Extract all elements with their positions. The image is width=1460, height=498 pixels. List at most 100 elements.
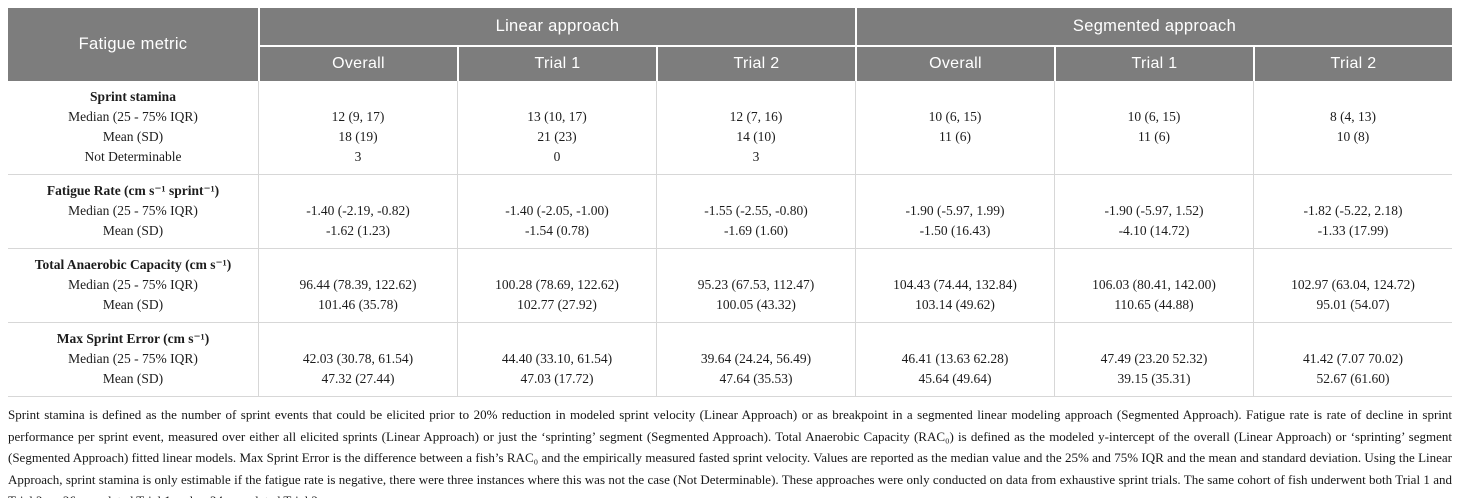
cell-value: -1.54 (0.78) [524,223,590,238]
cell-value: -1.33 (17.99) [1317,223,1389,238]
cell-value: 44.40 (33.10, 61.54) [501,351,613,366]
cell-value: 39.64 (24.24, 56.49) [700,351,812,366]
data-cell-linear-trial1: 44.40 (33.10, 61.54) 47.03 (17.72) [457,323,656,397]
cell-value: 95.01 (54.07) [1316,297,1390,312]
spacer [462,87,652,107]
data-cell-segmented-trial2: 41.42 (7.07 70.02) 52.67 (61.60) [1253,323,1452,397]
spacer [860,255,1050,275]
metric-row-label: Mean (SD) [102,371,164,386]
cell-value: 95.23 (67.53, 112.47) [697,277,815,292]
cell-value: -1.62 (1.23) [325,223,391,238]
cell-value: 11 (6) [938,129,972,144]
cell-value: 10 (6, 15) [1127,109,1181,124]
header-group-segmented: Segmented approach [855,8,1452,45]
data-cell-linear-overall: 42.03 (30.78, 61.54) 47.32 (27.44) [258,323,457,397]
cell-value: -1.55 (-2.55, -0.80) [704,203,808,218]
cell-value: 3 [752,149,760,164]
cell-value: 12 (9, 17) [331,109,385,124]
spacer [263,87,453,107]
spacer [661,329,851,349]
cell-value: 102.77 (27.92) [517,297,597,312]
cell-value: 47.49 (23.20 52.32) [1100,351,1208,366]
cell-value: 103.14 (49.62) [915,297,995,312]
subheader-segmented-trial2: Trial 2 [1253,45,1452,81]
data-cell-segmented-overall: 46.41 (13.63 62.28) 45.64 (49.64) [855,323,1054,397]
metric-label-cell: Max Sprint Error (cm s⁻¹) Median (25 - 7… [8,323,258,397]
cell-value: 10 (6, 15) [928,109,982,124]
cell-value: 10 (8) [1336,129,1370,144]
metric-row-label: Not Determinable [84,149,182,164]
data-cell-linear-trial1: -1.40 (-2.05, -1.00) -1.54 (0.78) [457,175,656,249]
header-group-linear: Linear approach [258,8,855,45]
cell-value: -1.40 (-2.05, -1.00) [505,203,609,218]
spacer [661,181,851,201]
data-cell-segmented-overall: 104.43 (74.44, 132.84) 103.14 (49.62) [855,249,1054,323]
cell-value: 100.28 (78.69, 122.62) [495,277,619,292]
cell-value: 100.05 (43.32) [716,297,796,312]
subheader-segmented-trial1: Trial 1 [1054,45,1253,81]
metric-row-label: Median (25 - 75% IQR) [68,109,198,124]
cell-value: 47.32 (27.44) [321,371,395,386]
spacer [860,181,1050,201]
metric-row-label: Mean (SD) [102,297,164,312]
metric-name: Total Anaerobic Capacity (cm s⁻¹) [34,257,232,272]
cell-value [860,147,1050,167]
spacer [263,255,453,275]
metric-label-cell: Sprint stamina Median (25 - 75% IQR) Mea… [8,81,258,175]
data-cell-linear-trial1: 100.28 (78.69, 122.62) 102.77 (27.92) [457,249,656,323]
cell-value: 13 (10, 17) [527,109,587,124]
table-footnote: Sprint stamina is defined as the number … [8,407,1452,498]
cell-value: 42.03 (30.78, 61.54) [302,351,414,366]
data-cell-linear-overall: 96.44 (78.39, 122.62) 101.46 (35.78) [258,249,457,323]
spacer [1258,255,1448,275]
spacer [1258,329,1448,349]
data-cell-segmented-trial2: -1.82 (-5.22, 2.18) -1.33 (17.99) [1253,175,1452,249]
cell-value: 8 (4, 13) [1329,109,1377,124]
cell-value: 45.64 (49.64) [918,371,992,386]
spacer [263,329,453,349]
cell-value: 106.03 (80.41, 142.00) [1092,277,1216,292]
metric-label-cell: Total Anaerobic Capacity (cm s⁻¹) Median… [8,249,258,323]
cell-value: 110.65 (44.88) [1114,297,1194,312]
data-cell-linear-trial2: -1.55 (-2.55, -0.80) -1.69 (1.60) [656,175,855,249]
metric-row-label: Median (25 - 75% IQR) [68,203,198,218]
spacer [1258,181,1448,201]
cell-value: -1.82 (-5.22, 2.18) [1303,203,1403,218]
metric-label-cell: Fatigue Rate (cm s⁻¹ sprint⁻¹) Median (2… [8,175,258,249]
data-cell-linear-trial2: 12 (7, 16) 14 (10) 3 [656,81,855,175]
cell-value: 0 [553,149,561,164]
cell-value: -1.90 (-5.97, 1.52) [1104,203,1204,218]
data-cell-segmented-trial2: 8 (4, 13) 10 (8) [1253,81,1452,175]
cell-value: 52.67 (61.60) [1316,371,1390,386]
subheader-linear-trial2: Trial 2 [656,45,855,81]
spacer [661,87,851,107]
spacer [860,87,1050,107]
fatigue-metrics-table: Fatigue metric Linear approach Segmented… [8,8,1452,397]
cell-value: 11 (6) [1137,129,1171,144]
cell-value: 21 (23) [537,129,577,144]
cell-value: 41.42 (7.07 70.02) [1302,351,1404,366]
cell-value: -1.40 (-2.19, -0.82) [306,203,410,218]
spacer [462,255,652,275]
data-cell-segmented-overall: -1.90 (-5.97, 1.99) -1.50 (16.43) [855,175,1054,249]
metric-row-label: Median (25 - 75% IQR) [68,277,198,292]
spacer [860,329,1050,349]
cell-value [1258,147,1448,167]
cell-value: -1.50 (16.43) [919,223,991,238]
data-cell-segmented-trial1: 106.03 (80.41, 142.00) 110.65 (44.88) [1054,249,1253,323]
cell-value: 39.15 (35.31) [1117,371,1191,386]
header-fatigue-metric: Fatigue metric [8,8,258,81]
data-cell-linear-trial2: 95.23 (67.53, 112.47) 100.05 (43.32) [656,249,855,323]
cell-value: 3 [354,149,362,164]
spacer [1059,329,1249,349]
cell-value: 18 (19) [338,129,378,144]
metric-name: Sprint stamina [90,89,176,104]
cell-value: 101.46 (35.78) [318,297,398,312]
spacer [1059,255,1249,275]
data-cell-segmented-overall: 10 (6, 15) 11 (6) [855,81,1054,175]
cell-value: -4.10 (14.72) [1118,223,1190,238]
metric-row-label: Median (25 - 75% IQR) [68,351,198,366]
data-cell-segmented-trial1: 47.49 (23.20 52.32) 39.15 (35.31) [1054,323,1253,397]
cell-value: 102.97 (63.04, 124.72) [1291,277,1415,292]
data-cell-segmented-trial1: -1.90 (-5.97, 1.52) -4.10 (14.72) [1054,175,1253,249]
